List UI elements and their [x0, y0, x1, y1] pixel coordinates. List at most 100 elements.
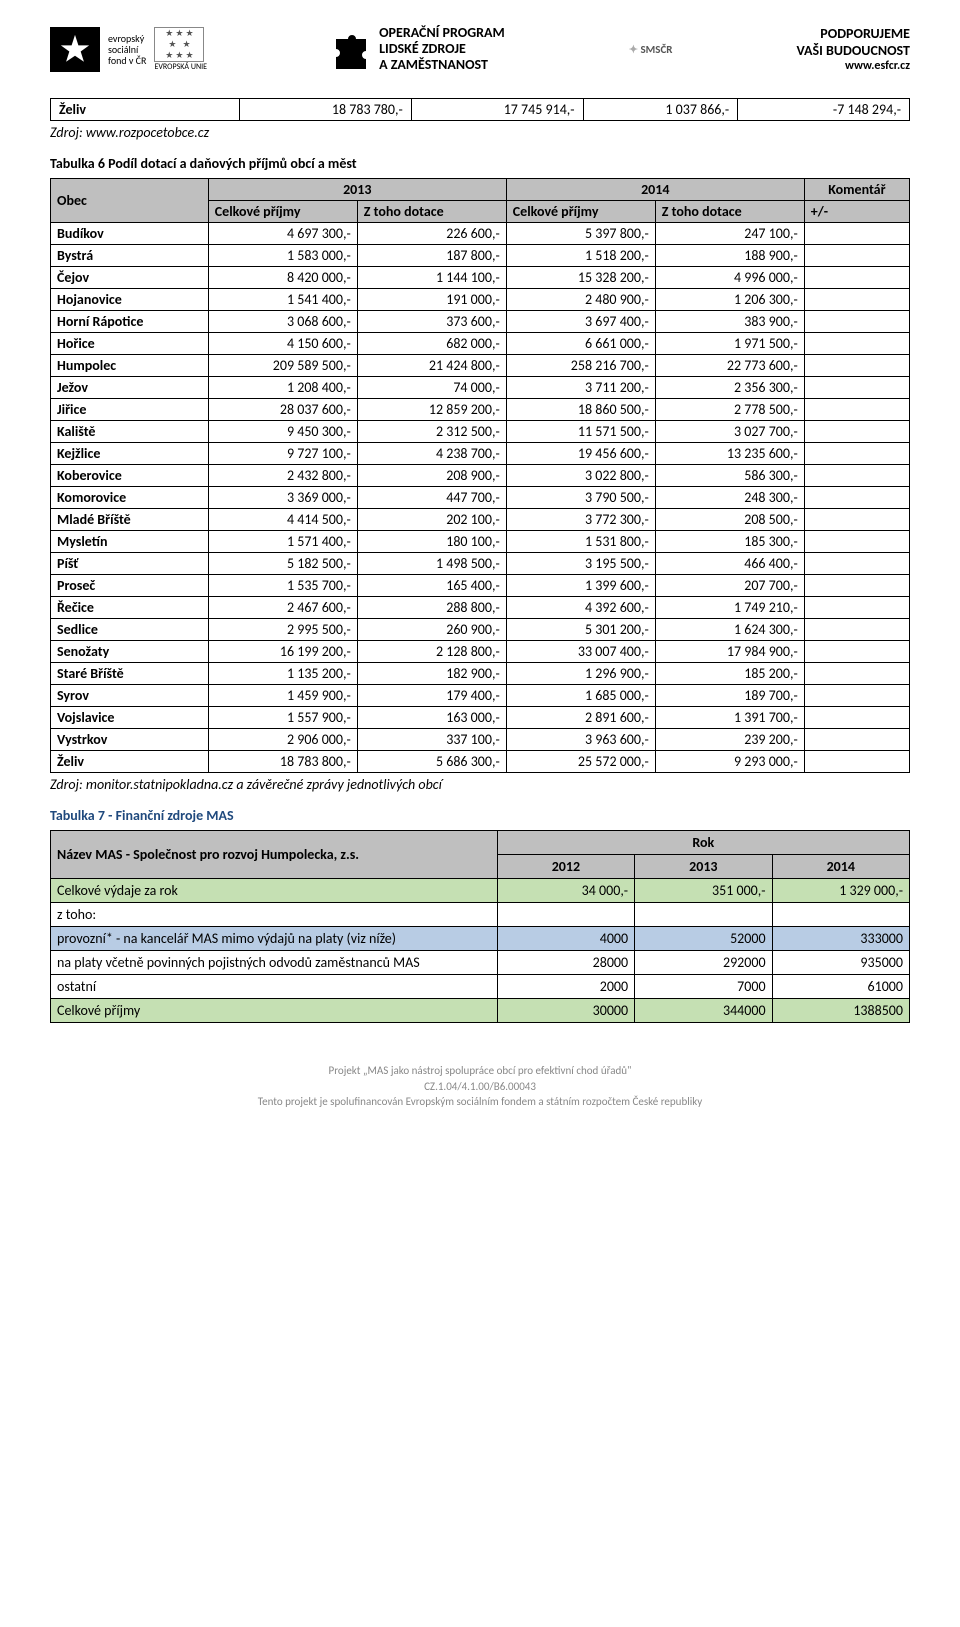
op-line3: A ZAMĚSTNANOST — [379, 57, 505, 73]
cell-d: 207 700,- — [655, 575, 804, 597]
cell-a: 9 450 300,- — [208, 421, 357, 443]
cell-2013: 351 000,- — [635, 879, 772, 903]
header-logos: evropský sociální fond v ČR ★ ★ ★★ ★★ ★ … — [50, 20, 910, 78]
th-name: Název MAS - Společnost pro rozvoj Humpol… — [51, 831, 498, 879]
cell-komentar — [804, 641, 909, 663]
cell-c4: -7 148 294,- — [738, 99, 910, 121]
table5-fragment: Želiv 18 783 780,- 17 745 914,- 1 037 86… — [50, 98, 910, 121]
table-row: Senožaty16 199 200,-2 128 800,-33 007 40… — [51, 641, 910, 663]
cell-komentar — [804, 729, 909, 751]
table-row: Mysletín1 571 400,-180 100,-1 531 800,-1… — [51, 531, 910, 553]
cell-c: 6 661 000,- — [506, 333, 655, 355]
cell-b: 682 000,- — [357, 333, 506, 355]
cell-a: 1 135 200,- — [208, 663, 357, 685]
cell-komentar — [804, 223, 909, 245]
cell-obec: Proseč — [51, 575, 209, 597]
th-celkove2: Celkové příjmy — [506, 201, 655, 223]
table-row: Píšť5 182 500,-1 498 500,-3 195 500,-466… — [51, 553, 910, 575]
table-row: Jiřice28 037 600,-12 859 200,-18 860 500… — [51, 399, 910, 421]
esf-text: evropský sociální fond v ČR — [108, 33, 146, 66]
cell-2012: 28000 — [497, 951, 634, 975]
cell-d: 239 200,- — [655, 729, 804, 751]
cell-a: 1 208 400,- — [208, 377, 357, 399]
table-row: ostatní2000700061000 — [51, 975, 910, 999]
cell-2012: 30000 — [497, 999, 634, 1023]
cell-obec: Syrov — [51, 685, 209, 707]
cell-d: 383 900,- — [655, 311, 804, 333]
cell-komentar — [804, 663, 909, 685]
cell-b: 226 600,- — [357, 223, 506, 245]
cell-b: 21 424 800,- — [357, 355, 506, 377]
podpora-line3: www.esfcr.cz — [797, 59, 910, 73]
cell-2013: 7000 — [635, 975, 772, 999]
table-row: Čejov8 420 000,-1 144 100,-15 328 200,-4… — [51, 267, 910, 289]
cell-a: 5 182 500,- — [208, 553, 357, 575]
cell-d: 188 900,- — [655, 245, 804, 267]
table-row: Ježov1 208 400,-74 000,-3 711 200,-2 356… — [51, 377, 910, 399]
cell-a: 28 037 600,- — [208, 399, 357, 421]
footer-line1: Projekt „MAS jako nástroj spolupráce obc… — [50, 1063, 910, 1078]
table-row: Sedlice2 995 500,-260 900,-5 301 200,-1 … — [51, 619, 910, 641]
cell-a: 1 571 400,- — [208, 531, 357, 553]
cell-c2: 17 745 914,- — [411, 99, 583, 121]
cell-komentar — [804, 355, 909, 377]
cell-c: 3 790 500,- — [506, 487, 655, 509]
cell-obec: Senožaty — [51, 641, 209, 663]
cell-c: 5 397 800,- — [506, 223, 655, 245]
cell-d: 2 356 300,- — [655, 377, 804, 399]
table-row: na platy včetně povinných pojistných odv… — [51, 951, 910, 975]
table-row: Humpolec209 589 500,-21 424 800,-258 216… — [51, 355, 910, 377]
cell-obec: Humpolec — [51, 355, 209, 377]
puzzle-icon — [331, 29, 371, 69]
cell-c: 5 301 200,- — [506, 619, 655, 641]
op-text: OPERAČNÍ PROGRAM LIDSKÉ ZDROJE A ZAMĚSTN… — [379, 25, 505, 73]
cell-b: 74 000,- — [357, 377, 506, 399]
cell-d: 13 235 600,- — [655, 443, 804, 465]
th-2013: 2013 — [635, 855, 772, 879]
cell-2013: 52000 — [635, 927, 772, 951]
cell-a: 1 557 900,- — [208, 707, 357, 729]
cell-2012: 34 000,- — [497, 879, 634, 903]
cell-obec: Řečice — [51, 597, 209, 619]
cell-a: 4 697 300,- — [208, 223, 357, 245]
cell-obec: Kejžlice — [51, 443, 209, 465]
cell-obec: Želiv — [51, 99, 240, 121]
cell-obec: Komorovice — [51, 487, 209, 509]
cell-label: Celkové příjmy — [51, 999, 498, 1023]
table-row: Kejžlice9 727 100,-4 238 700,-19 456 600… — [51, 443, 910, 465]
cell-c: 2 480 900,- — [506, 289, 655, 311]
cell-komentar — [804, 685, 909, 707]
th-2014: 2014 — [506, 179, 804, 201]
esf-line2: sociální — [108, 44, 146, 55]
cell-c: 25 572 000,- — [506, 751, 655, 773]
cell-a: 9 727 100,- — [208, 443, 357, 465]
cell-obec: Jiřice — [51, 399, 209, 421]
cell-d: 22 773 600,- — [655, 355, 804, 377]
cell-b: 1 498 500,- — [357, 553, 506, 575]
table-row: Vystrkov2 906 000,-337 100,-3 963 600,-2… — [51, 729, 910, 751]
cell-c: 1 685 000,- — [506, 685, 655, 707]
cell-b: 191 000,- — [357, 289, 506, 311]
cell-b: 4 238 700,- — [357, 443, 506, 465]
cell-a: 209 589 500,- — [208, 355, 357, 377]
cell-c: 1 518 200,- — [506, 245, 655, 267]
cell-c: 11 571 500,- — [506, 421, 655, 443]
cell-c: 18 860 500,- — [506, 399, 655, 421]
footer-line3: Tento projekt je spolufinancován Evropsk… — [50, 1094, 910, 1109]
table-row: Staré Bříště1 135 200,-182 900,-1 296 90… — [51, 663, 910, 685]
cell-d: 2 778 500,- — [655, 399, 804, 421]
esf-line1: evropský — [108, 33, 146, 44]
op-line1: OPERAČNÍ PROGRAM — [379, 25, 505, 41]
cell-b: 2 312 500,- — [357, 421, 506, 443]
cell-d: 248 300,- — [655, 487, 804, 509]
cell-d: 1 971 500,- — [655, 333, 804, 355]
cell-c: 2 891 600,- — [506, 707, 655, 729]
cell-d: 247 100,- — [655, 223, 804, 245]
cell-2014 — [772, 903, 909, 927]
th-pm: +/- — [804, 201, 909, 223]
cell-obec: Vystrkov — [51, 729, 209, 751]
cell-c: 258 216 700,- — [506, 355, 655, 377]
table7: Název MAS - Společnost pro rozvoj Humpol… — [50, 830, 910, 1023]
cell-label: z toho: — [51, 903, 498, 927]
cell-d: 185 300,- — [655, 531, 804, 553]
